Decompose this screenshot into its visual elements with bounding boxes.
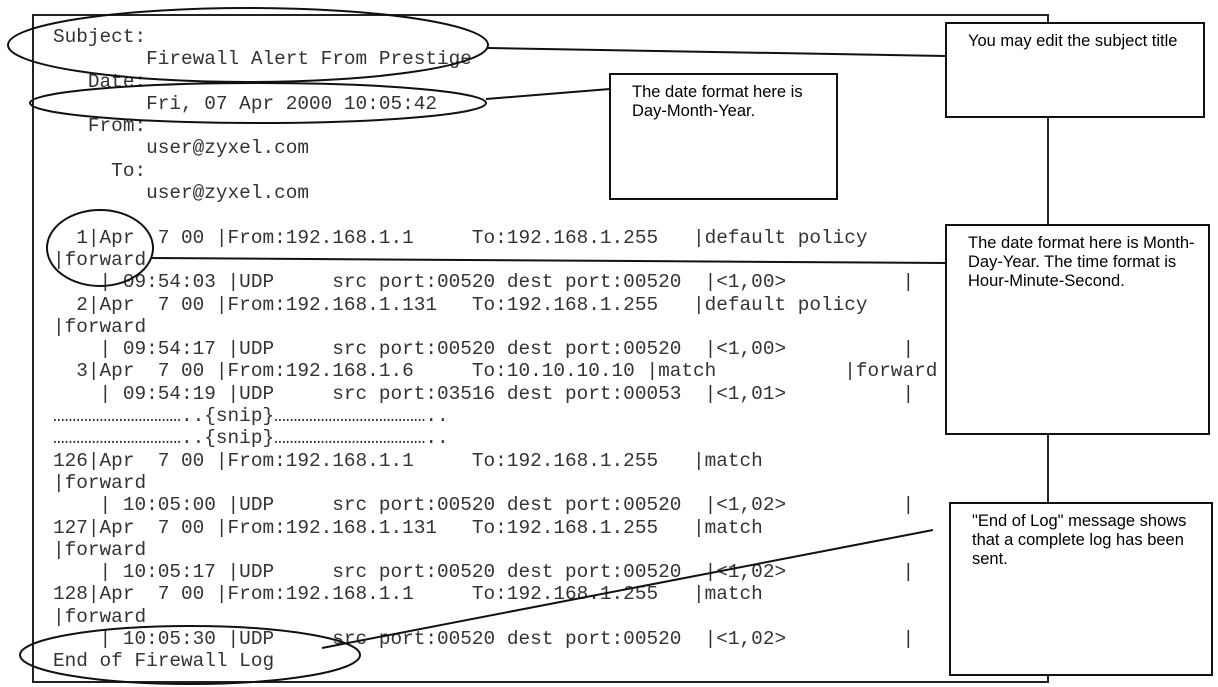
date-leader-line: [485, 88, 611, 100]
subject-leader-line: [487, 47, 946, 57]
callout-date-header-text: The date format here is Day-Month-Year.: [632, 83, 803, 120]
subject-ellipse: [7, 7, 489, 83]
log-date-circle: [46, 209, 154, 287]
log-line: 127|Apr 7 00 |From:192.168.1.131 To:192.…: [53, 516, 763, 539]
log-line: |forward: [53, 315, 147, 338]
header-line: user@zyxel.com: [53, 182, 309, 205]
header-line: Fri, 07 Apr 2000 10:05:42: [53, 92, 437, 115]
header-line: Subject:: [53, 26, 147, 48]
log-line: | 09:54:19 |UDP src port:03516 dest port…: [53, 382, 915, 405]
callout-subject: You may edit the subject title: [945, 22, 1205, 118]
log-line: | 09:54:03 |UDP src port:00520 dest port…: [53, 271, 915, 294]
log-line: 3|Apr 7 00 |From:192.168.1.6 To:10.10.10…: [53, 360, 938, 383]
callout-end-of-log-text: "End of Log" message shows that a comple…: [972, 512, 1187, 568]
end-of-log-ellipse: [19, 625, 361, 685]
snip-line: ……………………………..{snip}…………………………………..: [53, 405, 449, 428]
log-line: 126|Apr 7 00 |From:192.168.1.1 To:192.16…: [53, 449, 763, 472]
email-log-text: Subject: Firewall Alert From Prestige Da…: [53, 26, 937, 673]
header-line: Firewall Alert From Prestige: [53, 48, 472, 71]
log-date-leader-line: [151, 257, 946, 264]
snip-line: ……………………………..{snip}…………………………………..: [53, 427, 449, 450]
callout-date-log: The date format here is Month-Day-Year. …: [945, 224, 1210, 435]
end-of-log-leader-line: [321, 529, 934, 649]
log-line: |forward: [53, 605, 147, 628]
log-line: | 09:54:17 |UDP src port:00520 dest port…: [53, 338, 915, 361]
callout-date-log-text: The date format here is Month-Day-Year. …: [968, 234, 1195, 290]
callout-date-header: The date format here is Day-Month-Year.: [609, 73, 838, 200]
log-line: |forward: [53, 471, 147, 494]
log-line: 1|Apr 7 00 |From:192.168.1.1 To:192.168.…: [53, 226, 868, 249]
callout-end-of-log: "End of Log" message shows that a comple…: [949, 502, 1213, 676]
end-of-log-line: End of Firewall Log: [53, 650, 275, 673]
log-line: | 10:05:17 |UDP src port:00520 dest port…: [53, 561, 915, 584]
header-line: To:: [53, 159, 147, 182]
log-line: | 10:05:00 |UDP src port:00520 dest port…: [53, 494, 915, 517]
log-line: 128|Apr 7 00 |From:192.168.1.1 To:192.16…: [53, 583, 763, 606]
log-line: |forward: [53, 248, 147, 271]
log-line: |forward: [53, 538, 147, 561]
log-line: 2|Apr 7 00 |From:192.168.1.131 To:192.16…: [53, 293, 868, 316]
callout-subject-text: You may edit the subject title: [968, 32, 1178, 50]
date-ellipse: [29, 82, 487, 124]
header-line: user@zyxel.com: [53, 137, 309, 160]
header-line: From:: [53, 115, 147, 138]
